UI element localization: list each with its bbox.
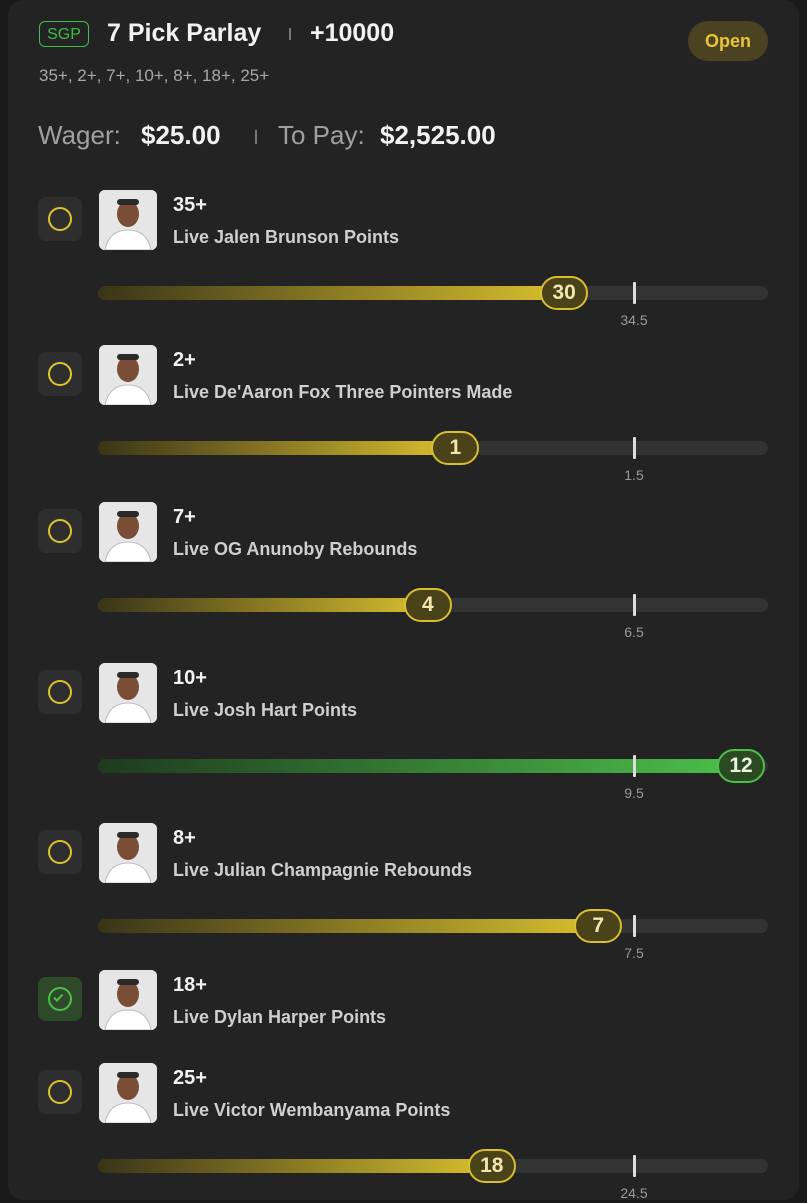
payout-label: To Pay: xyxy=(278,120,365,150)
leg-checkbox[interactable] xyxy=(38,1070,82,1114)
progress-fill xyxy=(98,1159,492,1173)
player-avatar xyxy=(99,663,157,723)
check-ring xyxy=(48,207,72,231)
leg-threshold: 18+ xyxy=(173,974,207,996)
line-label: 24.5 xyxy=(620,1185,648,1201)
status-button[interactable]: Open xyxy=(688,21,768,61)
player-avatar xyxy=(99,502,157,562)
player-avatar xyxy=(99,190,157,250)
parlay-title: 7 Pick Parlay xyxy=(107,19,262,47)
line-tick xyxy=(633,282,636,304)
payout-amount: $2,525.00 xyxy=(380,120,496,150)
player-avatar xyxy=(99,823,157,883)
legs-summary: 35+, 2+, 7+, 10+, 8+, 18+, 25+ xyxy=(39,66,270,85)
player-silhouette xyxy=(99,823,157,883)
check-ring xyxy=(48,1080,72,1104)
separator xyxy=(289,28,291,40)
leg-checkbox[interactable] xyxy=(38,830,82,874)
leg-market: Live OG Anunoby Rebounds xyxy=(173,539,418,559)
current-value: 4 xyxy=(403,588,452,622)
progress-fill xyxy=(98,286,565,300)
line-tick xyxy=(633,594,636,616)
leg-checkbox[interactable] xyxy=(38,509,82,553)
odds: +10000 xyxy=(310,19,395,47)
leg-row: 10+ Live Josh Hart Points 9.5 12 xyxy=(0,663,807,803)
current-value: 12 xyxy=(717,749,765,783)
player-silhouette xyxy=(99,663,157,723)
player-silhouette xyxy=(99,345,157,405)
line-label: 34.5 xyxy=(620,312,648,328)
line-tick xyxy=(633,1155,636,1177)
progress-fill xyxy=(98,919,599,933)
wager-amount: $25.00 xyxy=(141,120,221,150)
progress-fill xyxy=(98,598,428,612)
player-silhouette xyxy=(99,190,157,250)
check-icon xyxy=(53,993,64,1002)
line-label: 1.5 xyxy=(624,467,644,483)
sgp-badge: SGP xyxy=(39,21,89,47)
leg-threshold: 35+ xyxy=(173,194,207,216)
line-tick xyxy=(633,915,636,937)
leg-row: 18+ Live Dylan Harper Points xyxy=(0,970,807,1110)
player-avatar xyxy=(99,970,157,1030)
leg-row: 25+ Live Victor Wembanyama Points 24.5 18 xyxy=(0,1063,807,1203)
line-label: 7.5 xyxy=(624,945,644,961)
leg-threshold: 25+ xyxy=(173,1067,207,1089)
check-ring xyxy=(48,680,72,704)
line-tick xyxy=(633,437,636,459)
progress-track xyxy=(98,1159,768,1173)
player-avatar xyxy=(99,345,157,405)
leg-checkbox[interactable] xyxy=(38,977,82,1021)
player-avatar xyxy=(99,1063,157,1123)
leg-market: Live Dylan Harper Points xyxy=(173,1007,387,1027)
leg-market: Live Victor Wembanyama Points xyxy=(173,1100,451,1120)
line-tick xyxy=(633,755,636,777)
player-silhouette xyxy=(99,970,157,1030)
leg-checkbox[interactable] xyxy=(38,670,82,714)
leg-market: Live Julian Champagnie Rebounds xyxy=(173,860,473,880)
current-value: 30 xyxy=(540,276,589,310)
check-ring xyxy=(48,362,72,386)
leg-checkbox[interactable] xyxy=(38,352,82,396)
progress-track xyxy=(98,286,768,300)
progress-track xyxy=(98,759,768,773)
leg-market: Live De'Aaron Fox Three Pointers Made xyxy=(173,382,513,402)
progress-fill xyxy=(98,759,741,773)
check-ring xyxy=(48,840,72,864)
separator xyxy=(255,130,257,144)
progress-track xyxy=(98,919,768,933)
line-label: 9.5 xyxy=(624,785,644,801)
progress-fill xyxy=(98,441,456,455)
current-value: 1 xyxy=(431,431,480,465)
leg-threshold: 7+ xyxy=(173,506,196,528)
leg-row: 7+ Live OG Anunoby Rebounds 6.5 4 xyxy=(0,502,807,642)
check-ring xyxy=(48,987,72,1011)
current-value: 7 xyxy=(574,909,623,943)
leg-threshold: 2+ xyxy=(173,349,196,371)
player-silhouette xyxy=(99,1063,157,1123)
leg-row: 35+ Live Jalen Brunson Points 34.5 30 xyxy=(0,190,807,330)
leg-market: Live Jalen Brunson Points xyxy=(173,227,400,247)
wager-label: Wager: xyxy=(38,120,121,150)
current-value: 18 xyxy=(467,1149,516,1183)
check-ring xyxy=(48,519,72,543)
line-label: 6.5 xyxy=(624,624,644,640)
leg-checkbox[interactable] xyxy=(38,197,82,241)
leg-threshold: 8+ xyxy=(173,827,196,849)
player-silhouette xyxy=(99,502,157,562)
leg-market: Live Josh Hart Points xyxy=(173,700,358,720)
leg-row: 8+ Live Julian Champagnie Rebounds 7.5 7 xyxy=(0,823,807,963)
leg-threshold: 10+ xyxy=(173,667,207,689)
leg-row: 2+ Live De'Aaron Fox Three Pointers Made 1… xyxy=(0,345,807,485)
